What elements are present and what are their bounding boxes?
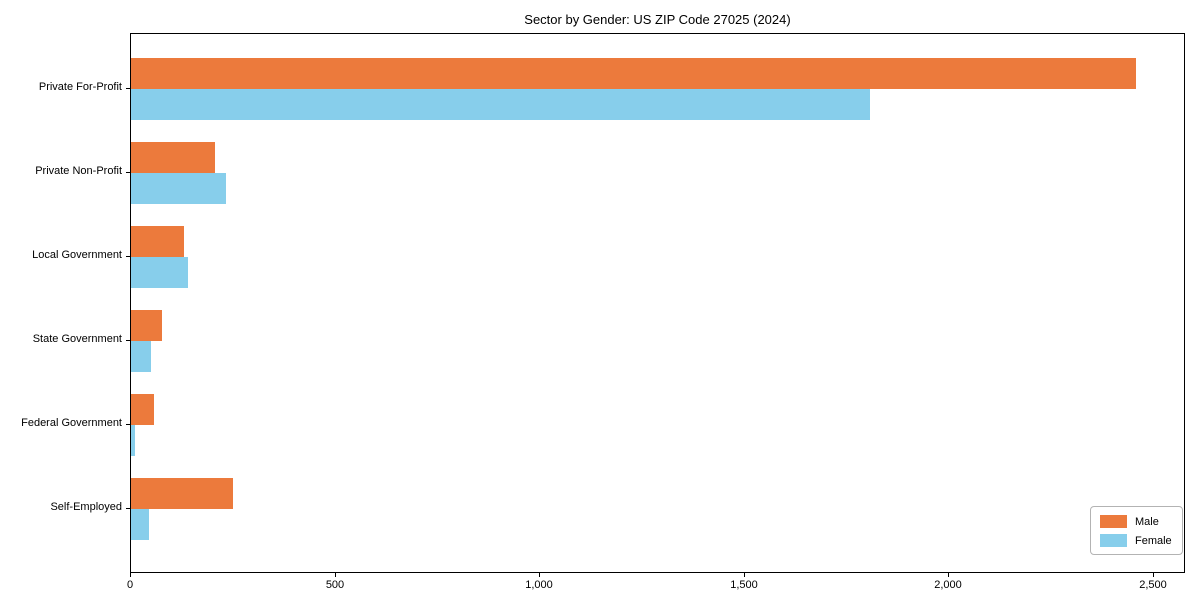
y-tick-label-private-non-profit: Private Non-Profit: [35, 165, 122, 177]
bar-male-private-for-profit: [131, 58, 1136, 89]
y-tick-label-private-for-profit: Private For-Profit: [38, 81, 122, 93]
y-tick-label-federal-government: Federal Government: [21, 417, 122, 429]
x-tick-label: 2,000: [934, 579, 962, 591]
y-tick-mark: [126, 256, 130, 257]
y-tick-mark: [126, 88, 130, 89]
legend-swatch-male: [1100, 515, 1127, 528]
legend-swatch-female: [1100, 534, 1127, 547]
bar-male-federal-government: [131, 394, 154, 425]
bar-female-self-employed: [131, 509, 149, 540]
plot-area: [130, 33, 1185, 573]
legend: Male Female: [1090, 506, 1183, 555]
y-tick-mark: [126, 508, 130, 509]
x-tick-label: 0: [126, 579, 134, 591]
bar-male-private-non-profit: [131, 142, 215, 173]
x-tick-label: 2,500: [1139, 579, 1167, 591]
bar-female-private-for-profit: [131, 89, 870, 120]
legend-entry-female: Female: [1100, 533, 1174, 548]
x-tick-mark: [744, 573, 745, 577]
x-tick-mark: [948, 573, 949, 577]
legend-label: Male: [1135, 515, 1159, 528]
y-tick-label-state-government: State Government: [32, 333, 122, 345]
bar-female-local-government: [131, 257, 188, 288]
x-tick-mark: [130, 573, 131, 577]
chart-title: Sector by Gender: US ZIP Code 27025 (202…: [524, 12, 791, 27]
bar-female-private-non-profit: [131, 173, 226, 204]
x-tick-mark: [335, 573, 336, 577]
y-tick-mark: [126, 172, 130, 173]
bar-female-federal-government: [131, 425, 135, 456]
y-tick-label-local-government: Local Government: [32, 249, 122, 261]
x-tick-mark: [1153, 573, 1154, 577]
x-tick-label: 500: [325, 579, 345, 591]
legend-entry-male: Male: [1100, 514, 1174, 529]
y-tick-mark: [126, 424, 130, 425]
y-tick-label-self-employed: Self-Employed: [50, 501, 122, 513]
y-tick-mark: [126, 340, 130, 341]
bar-female-state-government: [131, 341, 151, 372]
legend-label: Female: [1135, 534, 1172, 547]
bar-male-self-employed: [131, 478, 233, 509]
x-tick-label: 1,500: [730, 579, 758, 591]
bar-male-state-government: [131, 310, 162, 341]
x-tick-label: 1,000: [525, 579, 553, 591]
bar-male-local-government: [131, 226, 184, 257]
x-tick-mark: [539, 573, 540, 577]
